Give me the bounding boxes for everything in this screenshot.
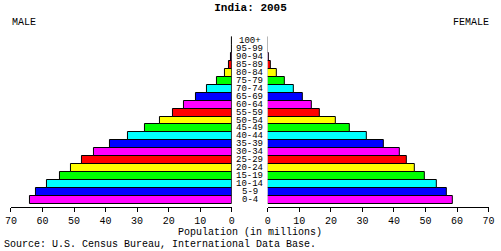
svg-text:FEMALE: FEMALE bbox=[453, 17, 489, 28]
svg-text:0-4: 0-4 bbox=[242, 195, 258, 205]
svg-text:50: 50 bbox=[68, 216, 80, 227]
svg-text:40: 40 bbox=[388, 216, 400, 227]
svg-text:100+: 100+ bbox=[239, 36, 261, 46]
svg-text:40: 40 bbox=[100, 216, 112, 227]
svg-text:90-94: 90-94 bbox=[236, 52, 263, 62]
svg-text:50-54: 50-54 bbox=[236, 116, 263, 126]
svg-text:15-19: 15-19 bbox=[236, 171, 263, 181]
svg-text:60: 60 bbox=[451, 216, 463, 227]
svg-text:10: 10 bbox=[293, 216, 305, 227]
svg-text:70: 70 bbox=[483, 216, 495, 227]
svg-text:65-69: 65-69 bbox=[236, 92, 263, 102]
svg-text:80-84: 80-84 bbox=[236, 68, 263, 78]
svg-text:70-74: 70-74 bbox=[236, 84, 263, 94]
svg-text:Population (in millions): Population (in millions) bbox=[178, 227, 322, 238]
svg-text:30: 30 bbox=[356, 216, 368, 227]
svg-text:25-29: 25-29 bbox=[236, 155, 263, 165]
svg-text:30-34: 30-34 bbox=[236, 147, 263, 157]
svg-text:45-49: 45-49 bbox=[236, 123, 263, 133]
svg-text:70: 70 bbox=[5, 216, 17, 227]
svg-text:60: 60 bbox=[36, 216, 48, 227]
svg-text:India: 2005: India: 2005 bbox=[214, 2, 287, 14]
svg-text:60-64: 60-64 bbox=[236, 100, 263, 110]
svg-text:0: 0 bbox=[229, 216, 235, 227]
svg-text:5-9: 5-9 bbox=[242, 187, 258, 197]
svg-text:95-99: 95-99 bbox=[236, 44, 263, 54]
svg-text:40-44: 40-44 bbox=[236, 131, 263, 141]
svg-text:30: 30 bbox=[131, 216, 143, 227]
svg-text:50: 50 bbox=[420, 216, 432, 227]
svg-text:10: 10 bbox=[194, 216, 206, 227]
svg-text:Source: U.S. Census Bureau, In: Source: U.S. Census Bureau, Internationa… bbox=[4, 239, 316, 250]
svg-text:20: 20 bbox=[325, 216, 337, 227]
svg-text:85-89: 85-89 bbox=[236, 60, 263, 70]
svg-text:35-39: 35-39 bbox=[236, 139, 263, 149]
svg-text:0: 0 bbox=[265, 216, 271, 227]
svg-text:20: 20 bbox=[163, 216, 175, 227]
svg-text:20-24: 20-24 bbox=[236, 163, 263, 173]
svg-text:75-79: 75-79 bbox=[236, 76, 263, 86]
svg-text:55-59: 55-59 bbox=[236, 108, 263, 118]
svg-text:MALE: MALE bbox=[12, 17, 36, 28]
svg-text:10-14: 10-14 bbox=[236, 179, 263, 189]
